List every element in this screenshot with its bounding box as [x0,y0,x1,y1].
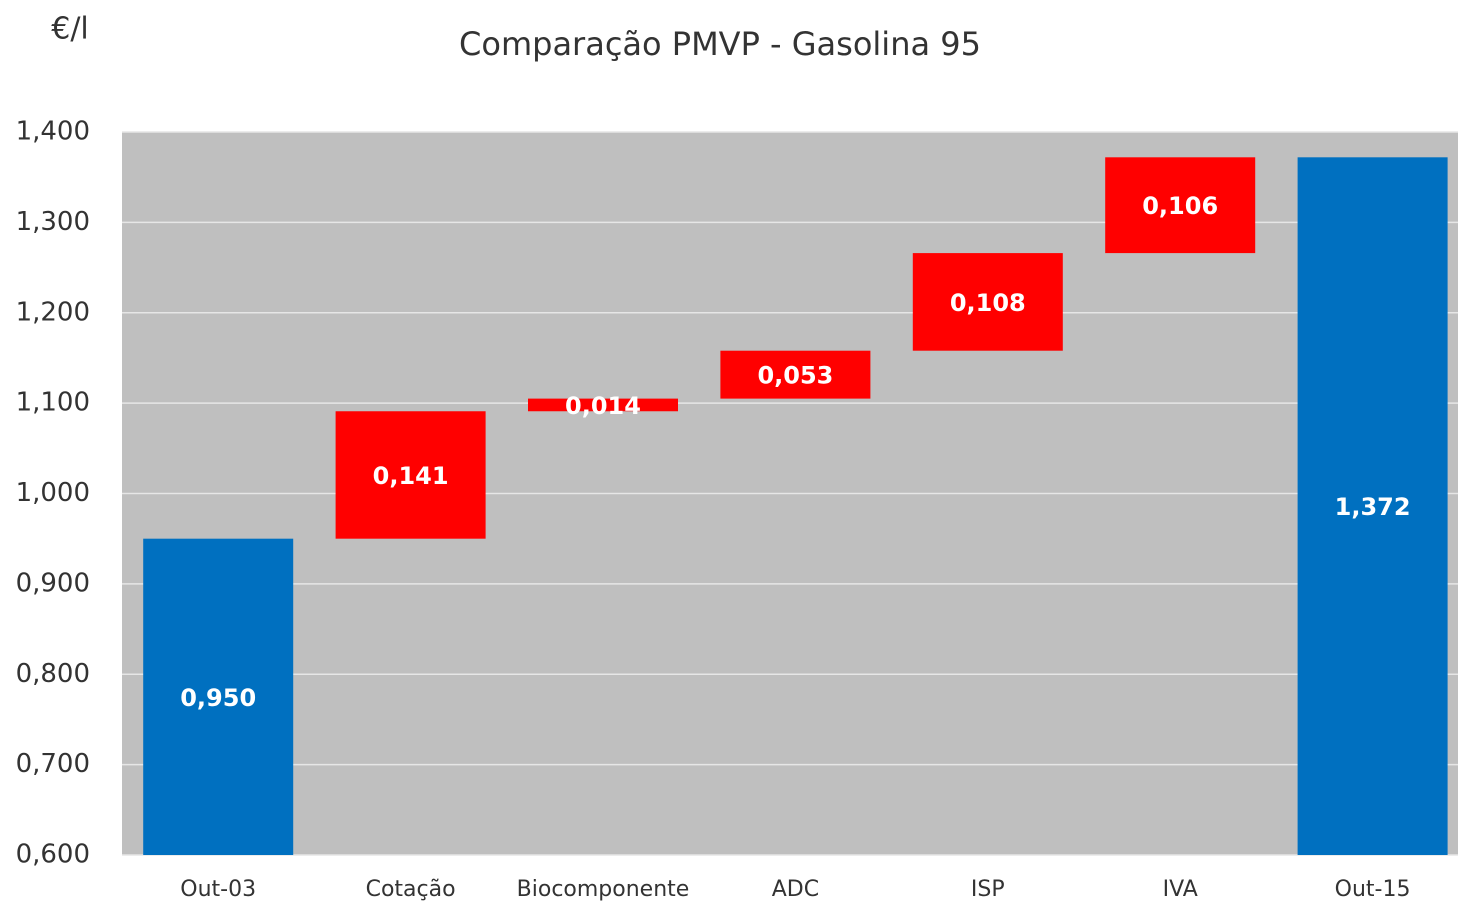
data-label: 0,053 [757,362,833,390]
y-tick-label: 1,100 [16,388,90,418]
chart-title: Comparação PMVP - Gasolina 95 [459,25,981,63]
bar [912,253,1063,351]
data-label: 0,950 [180,684,256,712]
y-tick-label: 0,800 [16,659,90,689]
y-tick-label: 1,300 [16,207,90,237]
x-tick-label: Out-15 [1335,877,1411,902]
y-tick-label: 1,200 [16,297,90,327]
bar [1297,157,1448,855]
data-label: 0,141 [373,462,449,490]
x-tick-label: IVA [1163,877,1198,902]
x-tick-label: ISP [971,877,1005,902]
data-label: 0,108 [950,289,1026,317]
y-tick-label: 1,000 [16,478,90,508]
bar [1105,157,1256,254]
y-tick-label: 0,900 [16,568,90,598]
data-label: 1,372 [1335,493,1411,521]
bar [143,538,294,855]
x-tick-label: Biocomponente [517,877,690,902]
data-label: 0,106 [1142,192,1218,220]
y-tick-label: 1,400 [16,117,90,147]
bar [335,411,486,539]
x-tick-label: Cotação [366,877,456,902]
x-tick-label: ADC [772,877,819,902]
y-axis-label: €/l [51,12,89,47]
bar [528,398,678,412]
x-tick-label: Out-03 [180,877,256,902]
y-tick-label: 0,600 [16,840,90,870]
y-tick-label: 0,700 [16,749,90,779]
data-label: 0,014 [565,392,641,420]
bar [720,350,871,399]
